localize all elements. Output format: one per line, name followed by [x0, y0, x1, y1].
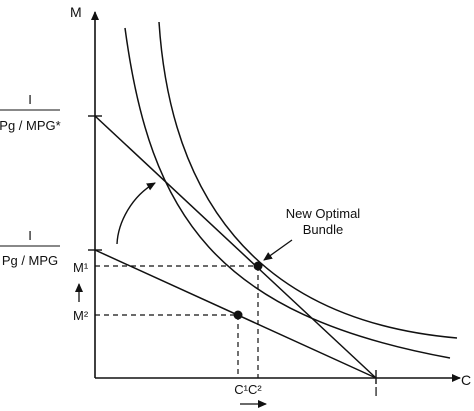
lower-intercept-numerator: I: [28, 228, 32, 243]
annotation-line2: Bundle: [303, 222, 343, 237]
income-label: I: [374, 384, 378, 399]
upper-intercept-numerator: I: [28, 92, 32, 107]
m1-label: M¹: [73, 260, 89, 275]
m2-label: M²: [73, 308, 89, 323]
c-labels: C¹C²: [234, 382, 262, 397]
y-axis-label: M: [70, 4, 82, 20]
indifference-curve-lower: [124, 27, 451, 359]
new-optimal-point: [253, 261, 263, 271]
indifference-curve-higher: [158, 21, 458, 339]
x-axis-label: C: [461, 372, 471, 388]
annotation-leader-arrow: [263, 239, 293, 261]
lower-intercept-denominator: Pg / MPG: [2, 253, 58, 268]
budget-line-new: [94, 115, 377, 379]
annotation-line1: New Optimal: [286, 206, 361, 221]
original-optimal-point: [233, 310, 243, 320]
upper-intercept-denominator: Pg / MPG*: [0, 118, 61, 133]
budget-rotation-arrow: [116, 182, 156, 245]
